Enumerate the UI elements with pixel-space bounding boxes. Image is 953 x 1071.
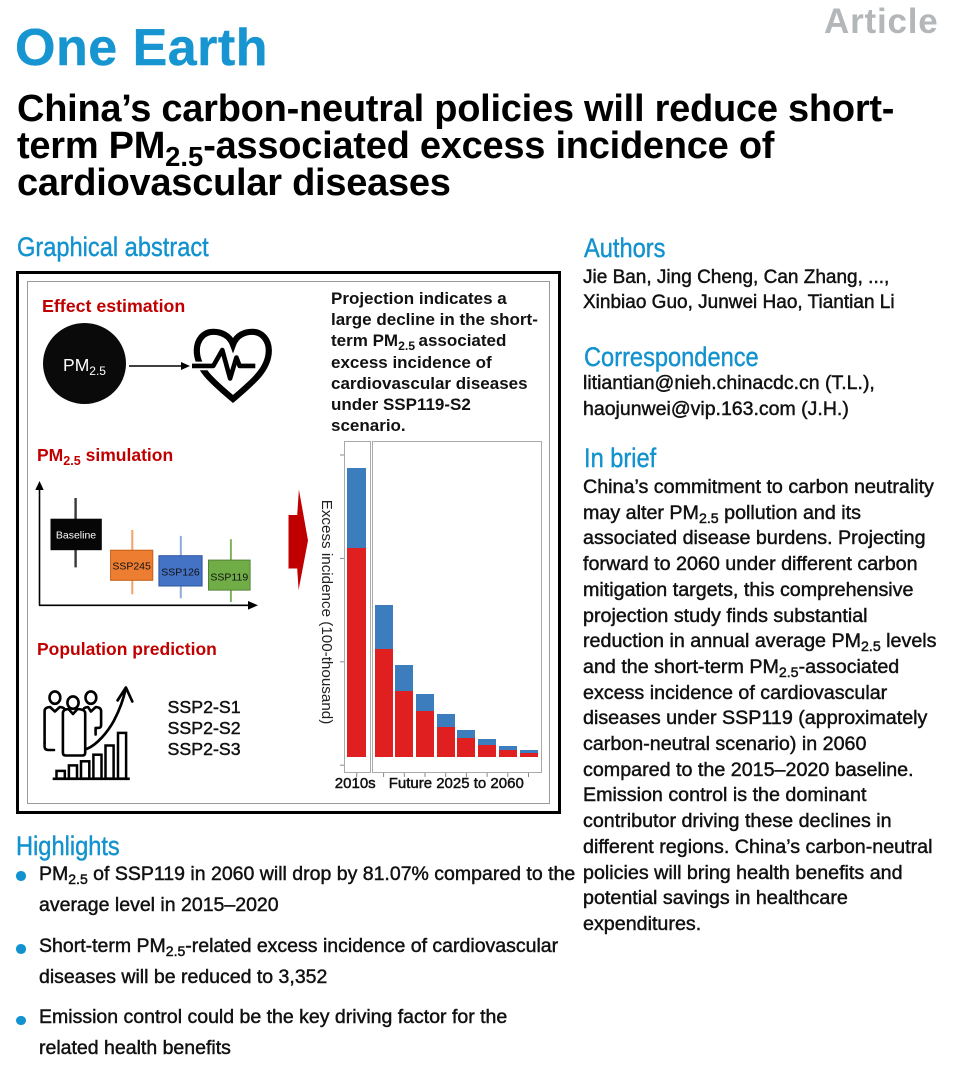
svg-text:Baseline: Baseline [56,530,96,542]
svg-text:SSP245: SSP245 [112,561,151,573]
svg-text:SSP119: SSP119 [210,572,248,584]
svg-text:SSP126: SSP126 [161,567,200,579]
